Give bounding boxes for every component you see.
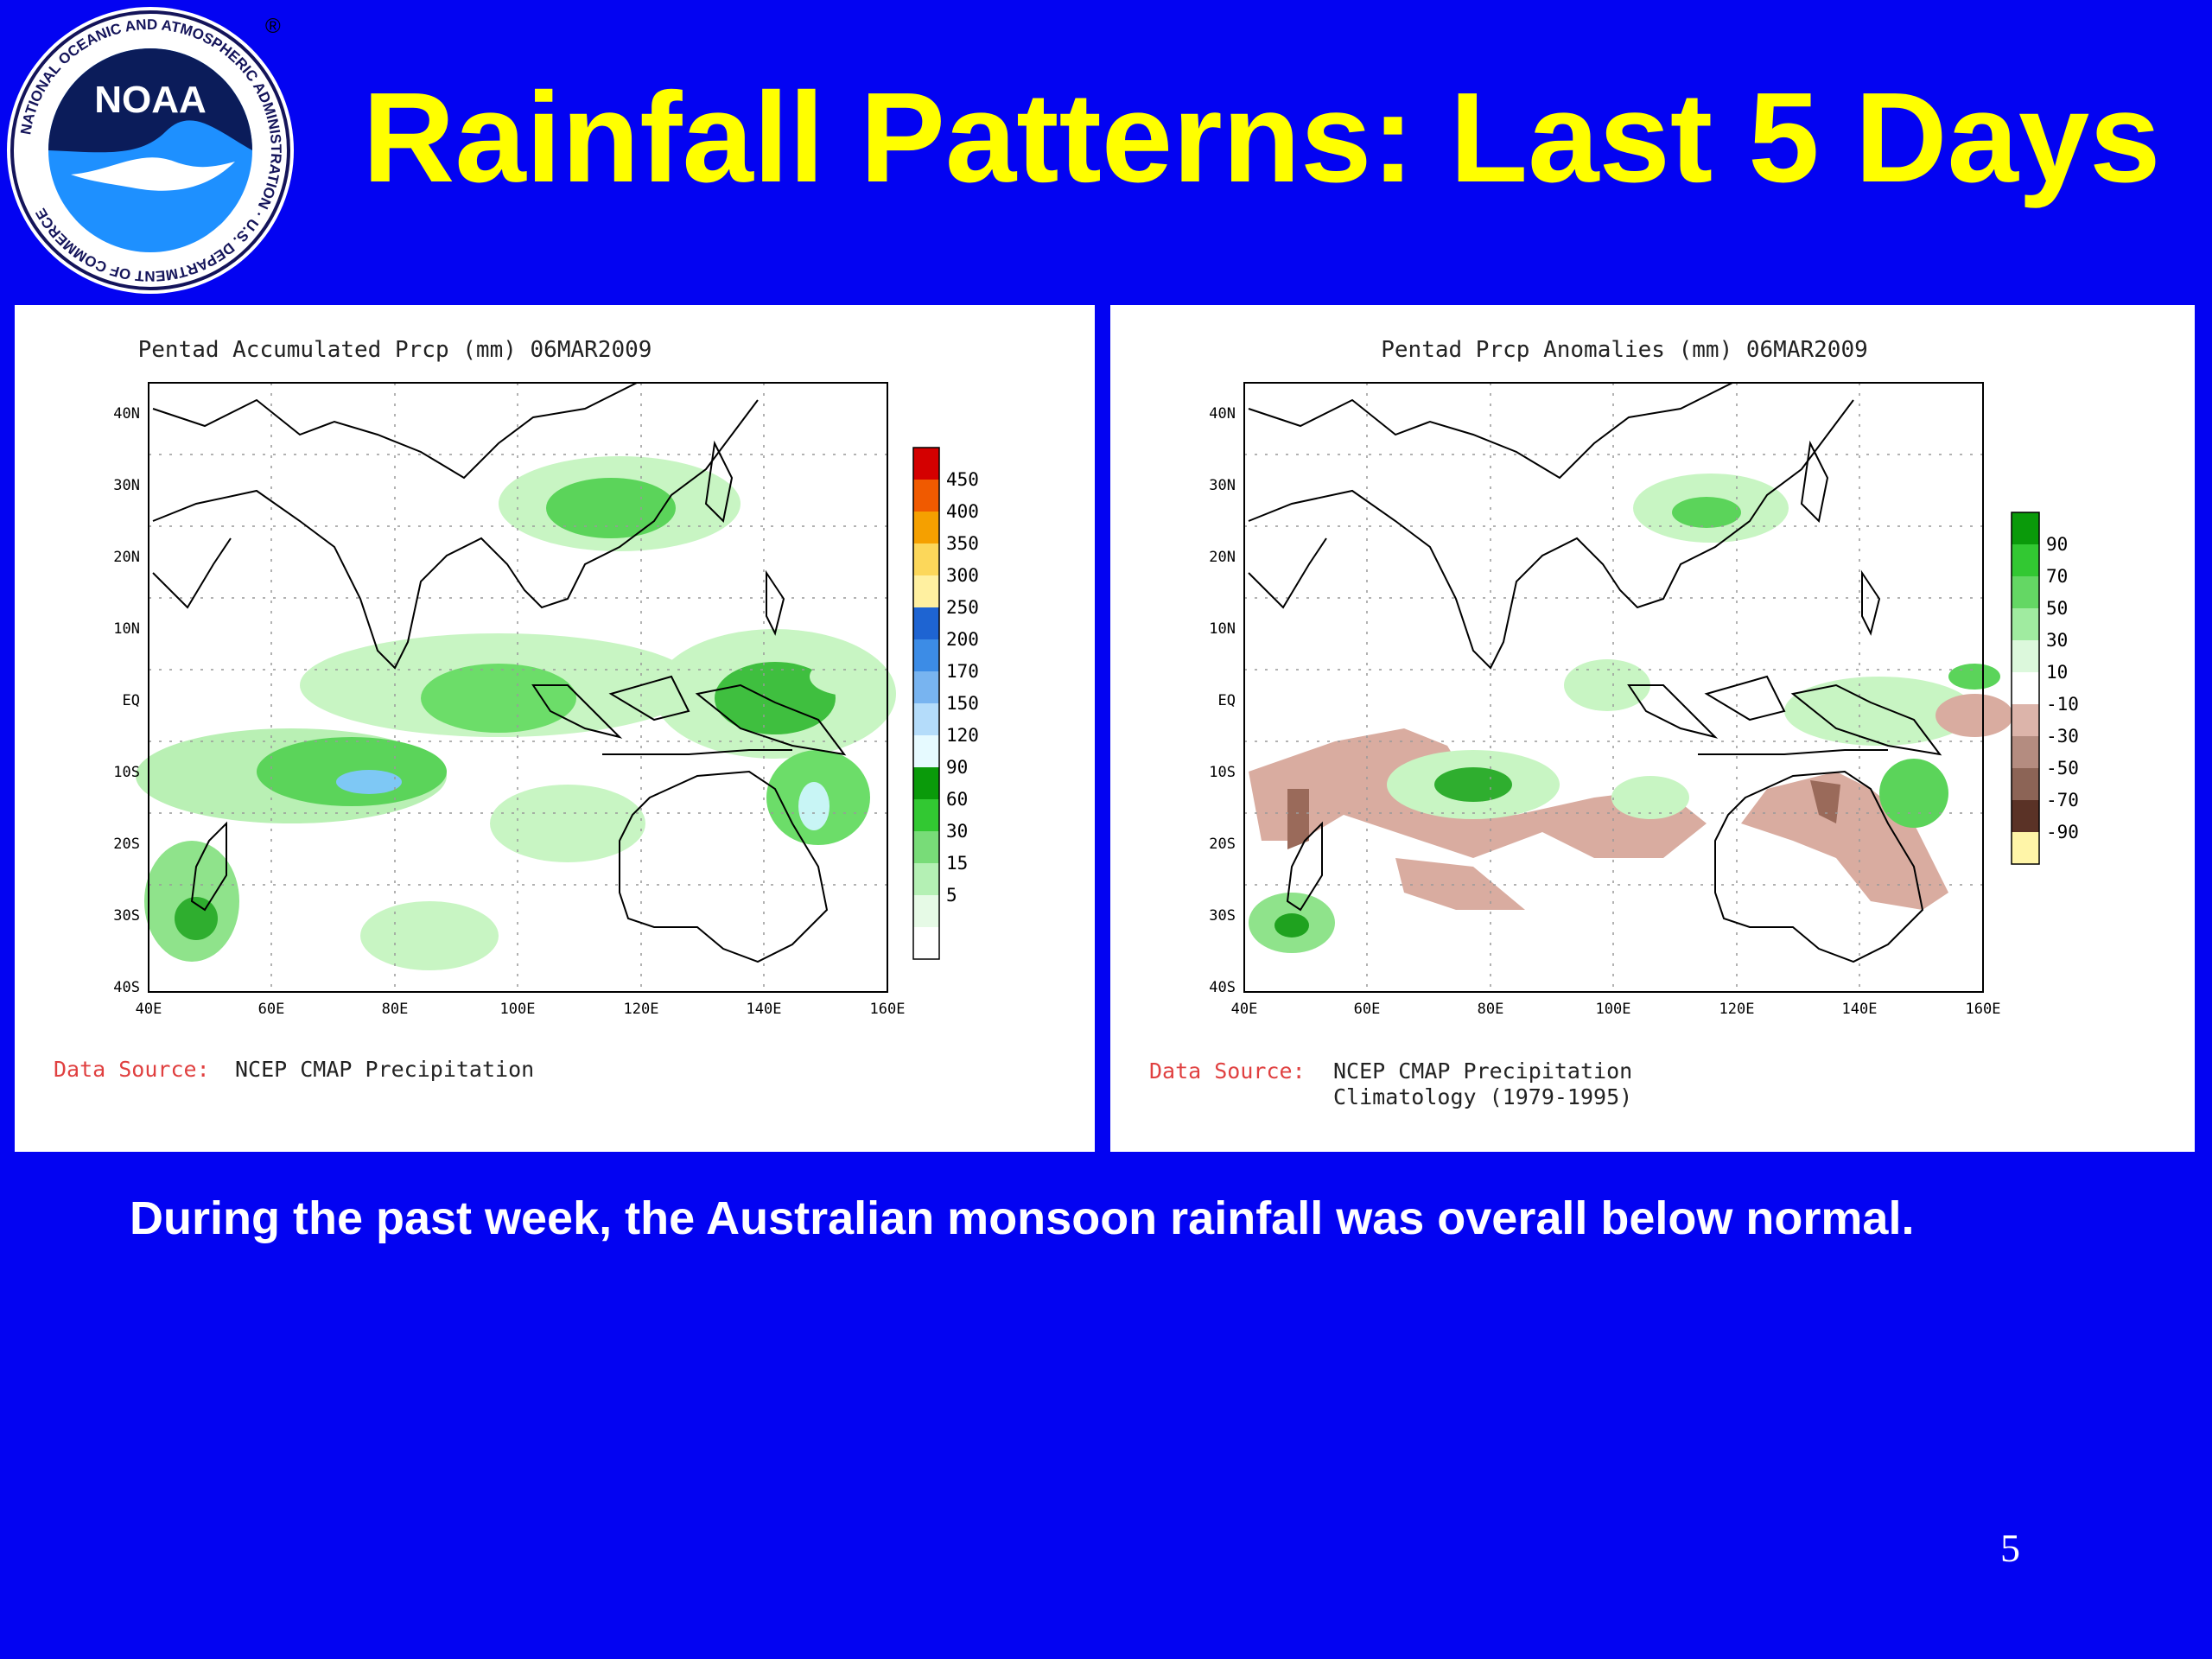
data-source-text: NCEP CMAP Precipitation	[1333, 1058, 1632, 1084]
precip-contours	[136, 456, 896, 970]
lon-tick-label: 140E	[1842, 1001, 1878, 1018]
lon-tick-label: 140E	[747, 1001, 782, 1018]
legend-label: 450	[946, 469, 979, 490]
lon-tick-label: 120E	[624, 1001, 659, 1018]
lat-tick-label: 40S	[113, 979, 140, 996]
legend-label: 300	[946, 565, 979, 586]
legend-label: -10	[2046, 694, 2079, 715]
lon-tick-label: 160E	[870, 1001, 906, 1018]
legend-label: 170	[946, 661, 979, 682]
legend-label: 50	[2046, 598, 2068, 619]
legend-label: 350	[946, 533, 979, 554]
legend-label: 30	[2046, 630, 2068, 651]
lat-tick-label: 10S	[113, 764, 140, 781]
lon-tick-label: 60E	[258, 1001, 285, 1018]
lat-tick-label: 10S	[1209, 764, 1236, 781]
lat-tick-label: 30S	[113, 907, 140, 925]
lon-tick-label: 120E	[1719, 1001, 1755, 1018]
lat-tick-label: 10N	[113, 620, 140, 638]
legend-label: 10	[2046, 662, 2068, 683]
precip-legend: 450 400 350 300 250 200 170 150 120 90 6…	[912, 447, 979, 960]
legend-label: 120	[946, 725, 979, 746]
lat-tick-label: 20N	[113, 549, 140, 566]
legend-label: 200	[946, 629, 979, 650]
data-source-label: Data Source:	[54, 1057, 210, 1082]
lat-tick-label: 30S	[1209, 907, 1236, 925]
legend-label: -50	[2046, 758, 2079, 779]
page-number: 5	[2000, 1526, 2020, 1570]
noaa-wordmark: NOAA	[94, 79, 207, 121]
lon-tick-label: 80E	[382, 1001, 409, 1018]
lat-tick-label: 40N	[113, 405, 140, 423]
legend-label: 60	[946, 789, 968, 810]
lat-tick-label: 10N	[1209, 620, 1236, 638]
lon-tick-label: 40E	[136, 1001, 162, 1018]
slide-title: Rainfall Patterns: Last 5 Days	[362, 67, 2161, 209]
precip-anomaly-map: Pentad Prcp Anomalies (mm) 06MAR2009	[1110, 305, 2195, 1152]
legend-label: 70	[2046, 566, 2068, 587]
slide-summary: During the past week, the Australian mon…	[130, 1192, 1915, 1244]
legend-label: 90	[2046, 534, 2068, 555]
data-source-text: NCEP CMAP Precipitation	[235, 1057, 534, 1082]
coastlines	[1248, 382, 1942, 963]
lat-tick-label: EQ	[123, 692, 140, 709]
legend-label: 90	[946, 757, 968, 778]
lat-tick-label: 20S	[1209, 836, 1236, 853]
lat-tick-label: EQ	[1218, 692, 1236, 709]
lon-tick-label: 100E	[500, 1001, 536, 1018]
lon-axis: 40E 60E 80E 100E 120E 140E 160E	[136, 1001, 906, 1018]
lon-axis: 40E 60E 80E 100E 120E 140E 160E	[1231, 1001, 2001, 1018]
legend-label: -70	[2046, 790, 2079, 810]
data-source-label: Data Source:	[1149, 1058, 1306, 1084]
lat-axis: 40N 30N 20N 10N EQ 10S 20S 30S 40S	[1209, 405, 1236, 996]
lat-axis: 40N 30N 20N 10N EQ 10S 20S 30S 40S	[113, 405, 140, 996]
lat-tick-label: 40S	[1209, 979, 1236, 996]
legend-label: -90	[2046, 822, 2079, 842]
legend-label: 30	[946, 821, 968, 842]
accumulated-precip-map: Pentad Accumulated Prcp (mm) 06MAR2009	[15, 305, 1095, 1152]
map-title: Pentad Accumulated Prcp (mm) 06MAR2009	[138, 337, 652, 363]
noaa-logo: NOAA ® NATIONAL OCEANIC AND ATMOSPHERIC …	[7, 7, 294, 294]
legend-label: 250	[946, 597, 979, 618]
map-frame	[136, 382, 896, 993]
coastlines	[152, 382, 847, 963]
map-title: Pentad Prcp Anomalies (mm) 06MAR2009	[1381, 337, 1868, 363]
legend-label: 15	[946, 853, 968, 874]
lon-tick-label: 100E	[1596, 1001, 1631, 1018]
anomaly-legend: 90 70 50 30 10 -10 -30 -50 -70 -90	[2011, 512, 2079, 865]
lon-tick-label: 60E	[1354, 1001, 1381, 1018]
legend-label: 150	[946, 693, 979, 714]
lon-tick-label: 80E	[1478, 1001, 1504, 1018]
lon-tick-label: 40E	[1231, 1001, 1258, 1018]
lat-tick-label: 30N	[1209, 477, 1236, 494]
legend-label: -30	[2046, 726, 2079, 747]
lat-tick-label: 30N	[113, 477, 140, 494]
registered-mark: ®	[265, 15, 281, 38]
map-frame	[1243, 382, 2013, 993]
climatology-text: Climatology (1979-1995)	[1333, 1084, 1632, 1109]
lat-tick-label: 20N	[1209, 549, 1236, 566]
lon-tick-label: 160E	[1966, 1001, 2001, 1018]
anomaly-contours	[1249, 474, 2013, 953]
legend-label: 5	[946, 885, 957, 906]
lat-tick-label: 40N	[1209, 405, 1236, 423]
legend-label: 400	[946, 501, 979, 522]
lat-tick-label: 20S	[113, 836, 140, 853]
